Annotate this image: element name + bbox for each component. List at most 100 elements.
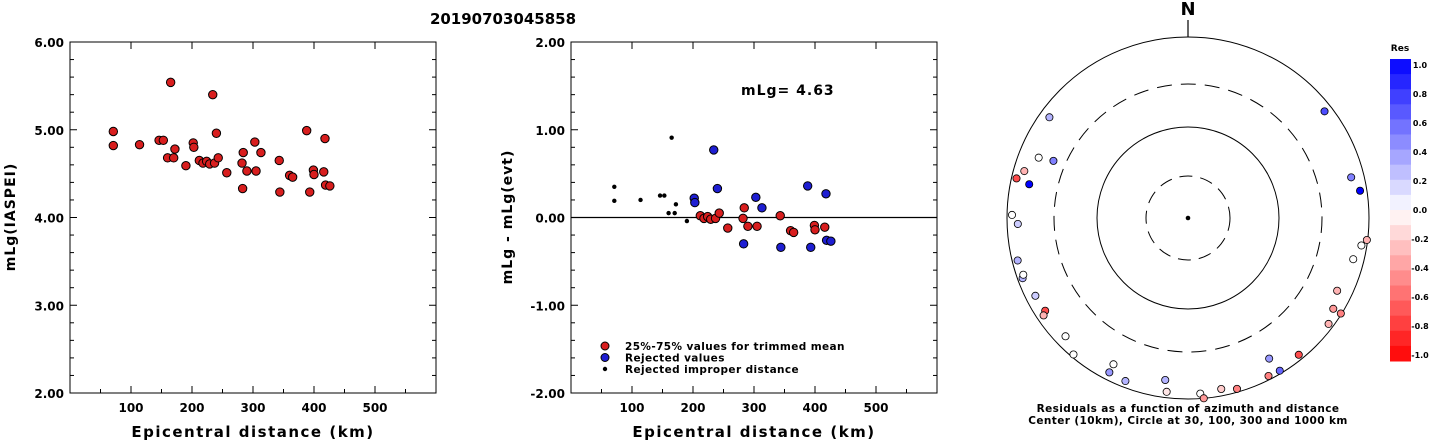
station-residual-point [1162,387,1171,396]
mean-magnitude-annotation: mLg= 4.63 [741,83,835,99]
station-residual-point [1333,286,1342,295]
station-residual-point [1012,174,1021,183]
station-residual-point [1347,173,1356,182]
y-tick-label: 1.00 [535,124,565,138]
polar-points [1008,107,1371,403]
data-point [237,158,247,168]
colorbar-label: 0.8 [1413,90,1428,99]
data-point-rejected [709,145,719,155]
data-point [305,187,315,197]
center-point [1185,215,1191,221]
data-point [158,135,169,145]
station-residual-point [1264,371,1273,380]
colorbar-label: 1.0 [1413,61,1428,70]
data-point-improper-distance [657,193,663,198]
data-point [325,181,335,191]
chart2-ylabel: mLg - mLg(evt) [500,150,516,285]
colorbar-swatch [1390,179,1411,196]
y-tick-label: 0.00 [535,212,565,226]
station-residual-point [1161,375,1170,384]
x-tick-label: 300 [240,401,265,415]
data-point [170,144,180,154]
colorbar-label: -0.6 [1411,293,1429,302]
y-tick-label: 4.00 [34,212,64,226]
x-tick-label: 500 [362,401,387,415]
station-residual-point [1020,167,1029,176]
colorbar-label: 0.6 [1413,119,1428,128]
data-point-rejected [757,203,767,213]
colorbar-swatch [1390,345,1411,362]
residual-vs-distance-chart: 100 200 300 400 500 -2.00 -1.00 0.00 1.00 2.00 mL… [500,36,938,441]
colorbar-swatch [1390,240,1411,256]
data-point [251,166,261,176]
chart1-points [108,77,335,197]
data-point [134,139,145,150]
colorbar-title: Res [1391,44,1409,54]
data-point [287,172,298,182]
colorbar-swatch [1390,300,1411,317]
colorbar-swatch [1390,270,1411,286]
y-tick-label: 2.00 [34,387,64,401]
chart1-xlabel: Epicentral distance (km) [131,423,374,441]
colorbar-label: -0.8 [1411,322,1429,331]
chart2-xlabel: Epicentral distance (km) [632,423,875,441]
magnitude-vs-distance-chart: 100 200 300 400 500 2.00 3.00 4.00 5.00 6.00 Epic… [3,36,437,441]
station-residual-point [1121,377,1130,386]
data-point [181,161,191,171]
station-residual-point [1061,332,1070,341]
data-point-improper-distance [662,193,667,198]
data-point-trimmed-mean [820,222,830,232]
ring-100km [1096,126,1280,310]
station-residual-point [1008,210,1017,219]
colorbar-swatch [1390,285,1411,302]
station-residual-point [1109,360,1118,369]
x-tick-label: 200 [179,401,204,415]
ring-300km [1053,83,1323,353]
data-point [211,128,222,138]
data-point [208,89,218,100]
x-tick-label: 500 [863,401,888,415]
data-point-improper-distance [672,210,677,216]
data-point-rejected [738,239,749,249]
data-point-improper-distance [638,197,643,203]
station-residual-point [1013,219,1022,228]
data-point-rejected [821,189,831,199]
data-point [309,169,319,180]
data-point-trimmed-mean [775,211,785,221]
station-residual-point [1199,394,1208,403]
station-residual-point [1294,350,1303,359]
chart2-points [612,135,836,253]
data-point-trimmed-mean [723,223,733,233]
station-residual-point [1324,319,1333,328]
data-point [108,140,119,151]
chart2-ticks: 100 200 300 400 500 -2.00 -1.00 0.00 1.00 2.00 [530,36,937,415]
data-point [189,142,199,153]
polar-caption-line2: Center (10km), Circle at 30, 100, 300 an… [1028,415,1347,427]
data-point-rejected [751,192,761,203]
chart1-ticks: 100 200 300 400 500 2.00 3.00 4.00 5.00 6.00 [34,36,436,415]
legend-marker [600,341,610,351]
x-tick-label: 400 [802,401,827,415]
colorbar-swatch [1390,164,1411,181]
data-point-improper-distance [612,198,617,204]
station-residual-point [1049,156,1058,165]
data-point [238,147,248,158]
data-point [319,167,329,177]
station-residual-point [1336,309,1345,318]
ring-1000km [1006,36,1370,400]
legend-marker [600,353,610,362]
data-point [301,125,312,136]
colorbar-label: -0.2 [1411,235,1429,244]
data-point [320,133,330,144]
colorbar-label: 0.2 [1413,177,1427,186]
station-residual-point [1275,366,1284,375]
y-tick-label: -1.00 [530,299,565,313]
colorbar-swatch [1390,210,1411,226]
legend-marker-improper-distance [602,366,608,372]
data-point [242,166,252,176]
station-residual-point [1265,354,1274,363]
data-point-rejected [690,197,700,208]
data-point-improper-distance [666,210,671,216]
station-residual-point [1031,291,1040,300]
